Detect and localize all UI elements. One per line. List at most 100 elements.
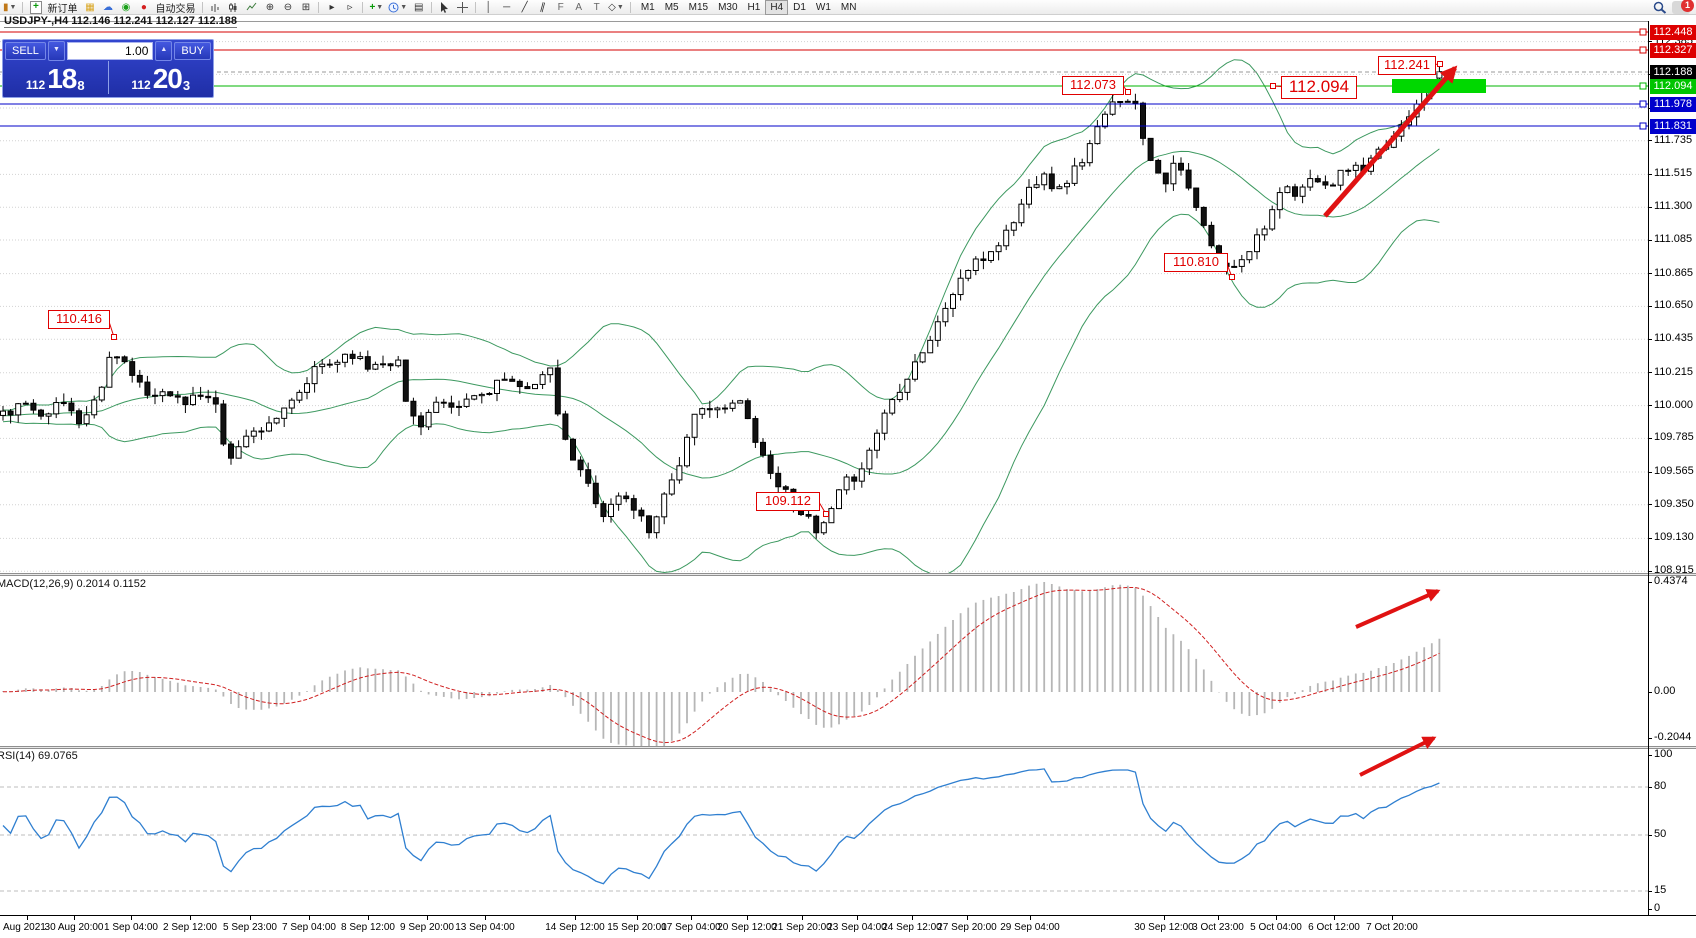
volume-increase-button[interactable]: ▲ <box>155 40 173 61</box>
timeframe-M1[interactable]: M1 <box>640 1 655 13</box>
trendline-icon[interactable]: ╱ <box>521 1 528 13</box>
price-level-label: 112.188 <box>1650 64 1696 80</box>
macd-panel[interactable] <box>0 576 1648 746</box>
bar-chart-icon[interactable] <box>208 1 223 14</box>
x-tick-label: 7 Oct 20:00 <box>1366 922 1418 933</box>
rsi-level-lines <box>0 786 1648 892</box>
notifications-icon[interactable]: 1 <box>1672 0 1694 14</box>
y-tick-mark <box>1648 908 1652 910</box>
templates-icon[interactable]: ▤ <box>413 1 424 13</box>
timeframe-M5[interactable]: M5 <box>664 1 679 13</box>
chart-shift-icon[interactable]: ▹ <box>347 1 353 13</box>
timeframe-H1[interactable]: H1 <box>747 1 761 13</box>
y-tick-mark <box>1648 173 1652 175</box>
text-label-icon[interactable]: T <box>593 1 600 13</box>
x-tick-mark <box>1276 916 1277 920</box>
x-tick-mark <box>1392 916 1393 920</box>
x-tick-mark <box>747 916 748 920</box>
timeframe-MN[interactable]: MN <box>840 1 857 13</box>
volume-decrease-button[interactable]: ▼ <box>47 40 65 61</box>
indicators-add-icon[interactable]: + ▼ <box>369 1 384 13</box>
price-annotation[interactable]: 109.112 <box>756 492 820 511</box>
search-icon[interactable] <box>1652 1 1668 14</box>
x-tick-label: 15 Sep 20:00 <box>607 922 667 933</box>
price-level-label: 111.831 <box>1650 118 1696 134</box>
zoom-out-icon[interactable]: ⊖ <box>283 1 293 13</box>
panel-splitter[interactable] <box>0 573 1696 576</box>
chart-top-border <box>0 21 1648 22</box>
macd-histogram <box>2 581 1441 746</box>
rsi-panel[interactable] <box>0 749 1648 915</box>
y-tick-label: 0.4374 <box>1654 575 1688 587</box>
y-tick-mark <box>1648 537 1652 539</box>
sell-price[interactable]: 112 18 8 <box>3 61 109 94</box>
panel-splitter[interactable] <box>0 746 1696 749</box>
periods-clock-icon[interactable]: ▼ <box>387 1 408 14</box>
fibonacci-icon[interactable]: F <box>557 1 564 13</box>
autotrading-icon[interactable]: ● <box>140 1 147 13</box>
x-tick-mark <box>575 916 576 920</box>
y-tick-label: 109.130 <box>1654 531 1694 544</box>
new-order-button[interactable]: 新订单 <box>47 3 78 15</box>
buy-button[interactable]: BUY <box>174 41 211 60</box>
x-tick-mark <box>1030 916 1031 920</box>
autotrading-button[interactable]: 自动交易 <box>155 3 196 15</box>
timeframe-M15[interactable]: M15 <box>688 1 709 13</box>
equidistant-channel-icon[interactable]: ∥ <box>538 1 547 13</box>
chart-type-dropdown[interactable]: ▮ ▼ <box>3 1 17 13</box>
x-tick-mark <box>912 916 913 920</box>
y-tick-label: 109.350 <box>1654 497 1694 510</box>
cloud-icon[interactable]: ☁ <box>102 1 113 13</box>
volume-input[interactable] <box>66 41 154 60</box>
buy-price[interactable]: 112 20 3 <box>109 61 214 94</box>
timeframe-D1[interactable]: D1 <box>793 1 806 13</box>
x-tick-label: 24 Sep 12:00 <box>882 922 942 933</box>
y-tick-label: 109.785 <box>1654 431 1694 444</box>
cursor-icon[interactable] <box>437 1 452 14</box>
price-chart[interactable] <box>0 21 1648 573</box>
timeframe-M30[interactable]: M30 <box>718 1 738 13</box>
horizontal-line-icon[interactable]: ─ <box>503 1 511 13</box>
vertical-line-icon[interactable]: │ <box>485 1 492 13</box>
favorites-icon[interactable]: ▦ <box>85 1 95 13</box>
macd-signal-line <box>2 587 1440 744</box>
x-tick-mark <box>967 916 968 920</box>
timeframe-W1[interactable]: W1 <box>815 1 831 13</box>
toolbar: ▮ ▼ + 新订单 ▦ ☁ ◉ ● 自动交易 ⊕ ⊖ ⊞ ▸ ▹ + ▼ ▼ ▤ │… <box>0 0 1696 15</box>
candlestick-chart-icon[interactable] <box>226 1 241 14</box>
timeframe-H4[interactable]: H4 <box>765 0 789 15</box>
price-annotation[interactable]: 112.241 <box>1378 56 1436 75</box>
price-annotation[interactable]: 110.416 <box>48 310 110 329</box>
toolbar-right: 1 <box>1652 0 1694 14</box>
auto-scroll-icon[interactable]: ▸ <box>329 1 335 13</box>
tile-windows-icon[interactable]: ⊞ <box>301 1 311 13</box>
y-tick-label: 111.515 <box>1654 167 1693 180</box>
y-tick-label: 111.735 <box>1654 133 1693 146</box>
y-tick-mark <box>1648 504 1652 506</box>
chart-title: USDJPY-,H4 112.146 112.241 112.127 112.1… <box>4 15 238 28</box>
sell-button[interactable]: SELL <box>5 41 46 60</box>
x-tick-mark <box>427 916 428 920</box>
x-tick-mark <box>691 916 692 920</box>
y-tick-label: -0.2044 <box>1654 731 1692 743</box>
y-tick-mark <box>1648 786 1652 788</box>
price-annotation[interactable]: 112.094 <box>1281 76 1357 99</box>
new-order-icon[interactable]: + <box>28 0 43 14</box>
chevron-down-icon: ▼ <box>400 3 408 11</box>
sell-price-sup: 8 <box>77 78 85 93</box>
crosshair-icon[interactable] <box>455 1 470 14</box>
x-tick-label: 14 Sep 12:00 <box>545 922 605 933</box>
y-tick-label: 108.915 <box>1654 564 1694 577</box>
x-tick-mark <box>27 916 28 920</box>
line-chart-icon[interactable] <box>244 1 259 14</box>
signals-icon[interactable]: ◉ <box>121 1 131 13</box>
price-annotation[interactable]: 112.073 <box>1062 76 1124 95</box>
x-tick-label: 2 Sep 12:00 <box>163 922 217 933</box>
zoom-in-icon[interactable]: ⊕ <box>265 1 275 13</box>
x-tick-label: 13 Sep 04:00 <box>455 922 515 933</box>
y-tick-mark <box>1648 372 1652 374</box>
x-tick-mark <box>1164 916 1165 920</box>
text-icon[interactable]: A <box>575 1 582 13</box>
price-annotation[interactable]: 110.810 <box>1164 253 1228 272</box>
arrows-dropdown-icon[interactable]: ◇ ▼ <box>608 1 624 13</box>
